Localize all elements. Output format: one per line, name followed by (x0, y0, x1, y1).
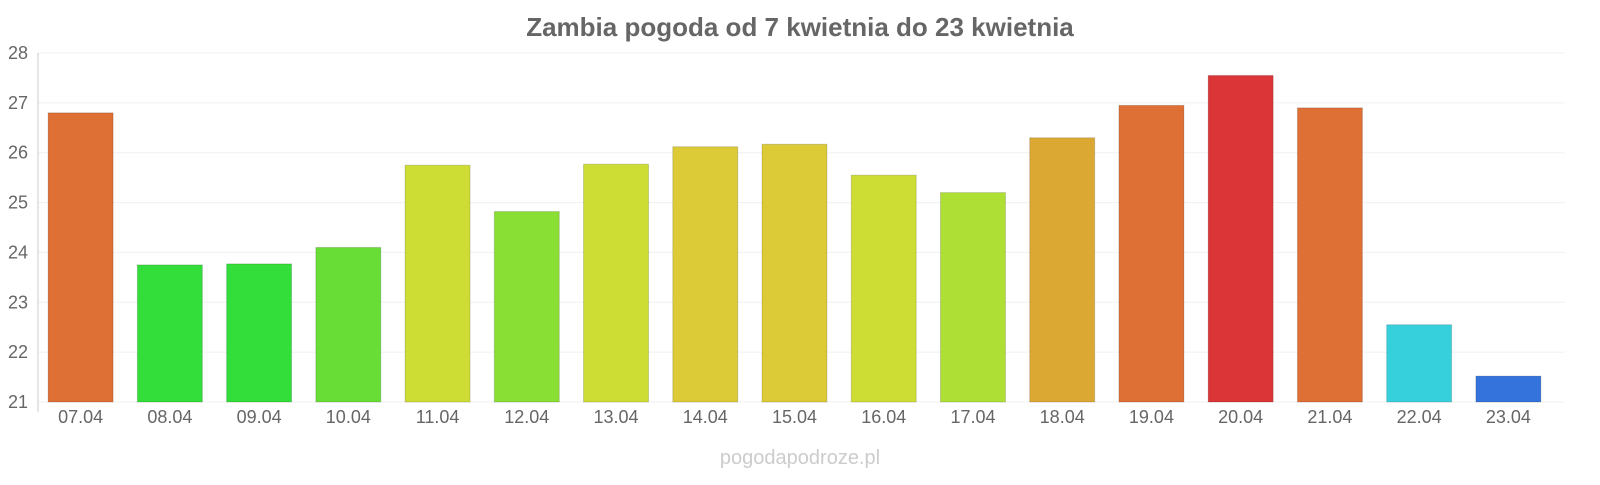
y-tick-label: 21 (8, 392, 28, 412)
x-tick-label: 12.04 (504, 407, 549, 427)
x-tick-label: 09.04 (237, 407, 282, 427)
bar-23.04[interactable] (1475, 375, 1542, 403)
y-tick-label: 24 (8, 242, 28, 262)
watermark-text: pogodapodroze.pl (720, 447, 880, 469)
x-tick-label: 16.04 (861, 407, 906, 427)
x-tick-label: 07.04 (58, 407, 103, 427)
bar-08.04[interactable] (136, 264, 203, 403)
bar-19.04[interactable] (1118, 104, 1185, 403)
bar-22.04[interactable] (1386, 324, 1453, 403)
x-tick-label: 23.04 (1486, 407, 1531, 427)
y-tick-label: 26 (8, 143, 28, 163)
y-tick-label: 25 (8, 193, 28, 213)
x-tick-label: 14.04 (683, 407, 728, 427)
bar-20.04[interactable] (1207, 74, 1274, 403)
bars (47, 74, 1542, 403)
bar-11.04[interactable] (404, 164, 471, 403)
y-axis: 21 22 23 24 25 26 27 28 (8, 43, 39, 412)
bar-10.04[interactable] (315, 246, 382, 403)
x-tick-label: 10.04 (326, 407, 371, 427)
x-tick-label: 13.04 (594, 407, 639, 427)
x-tick-label: 19.04 (1129, 407, 1174, 427)
bar-21.04[interactable] (1296, 107, 1363, 403)
bar-14.04[interactable] (672, 146, 739, 403)
x-tick-label: 22.04 (1397, 407, 1442, 427)
bar-07.04[interactable] (47, 112, 114, 403)
x-tick-label: 08.04 (147, 407, 192, 427)
chart-title: Zambia pogoda od 7 kwietnia do 23 kwietn… (526, 12, 1074, 42)
bar-15.04[interactable] (761, 143, 828, 403)
x-tick-label: 21.04 (1307, 407, 1352, 427)
y-tick-label: 28 (8, 43, 28, 63)
x-tick-label: 17.04 (950, 407, 995, 427)
y-tick-label: 23 (8, 292, 28, 312)
x-axis: 07.04 08.04 09.04 10.04 11.04 12.04 13.04 14.04… (58, 407, 1531, 427)
x-tick-label: 18.04 (1040, 407, 1085, 427)
x-tick-label: 11.04 (416, 407, 460, 427)
x-tick-label: 15.04 (772, 407, 817, 427)
y-tick-label: 22 (8, 342, 28, 362)
bar-17.04[interactable] (939, 192, 1006, 403)
bar-12.04[interactable] (493, 211, 560, 403)
bar-16.04[interactable] (850, 174, 917, 403)
bar-09.04[interactable] (226, 263, 293, 403)
y-tick-label: 27 (8, 93, 28, 113)
bar-13.04[interactable] (583, 163, 650, 403)
x-tick-label: 20.04 (1218, 407, 1263, 427)
bar-18.04[interactable] (1029, 137, 1096, 403)
